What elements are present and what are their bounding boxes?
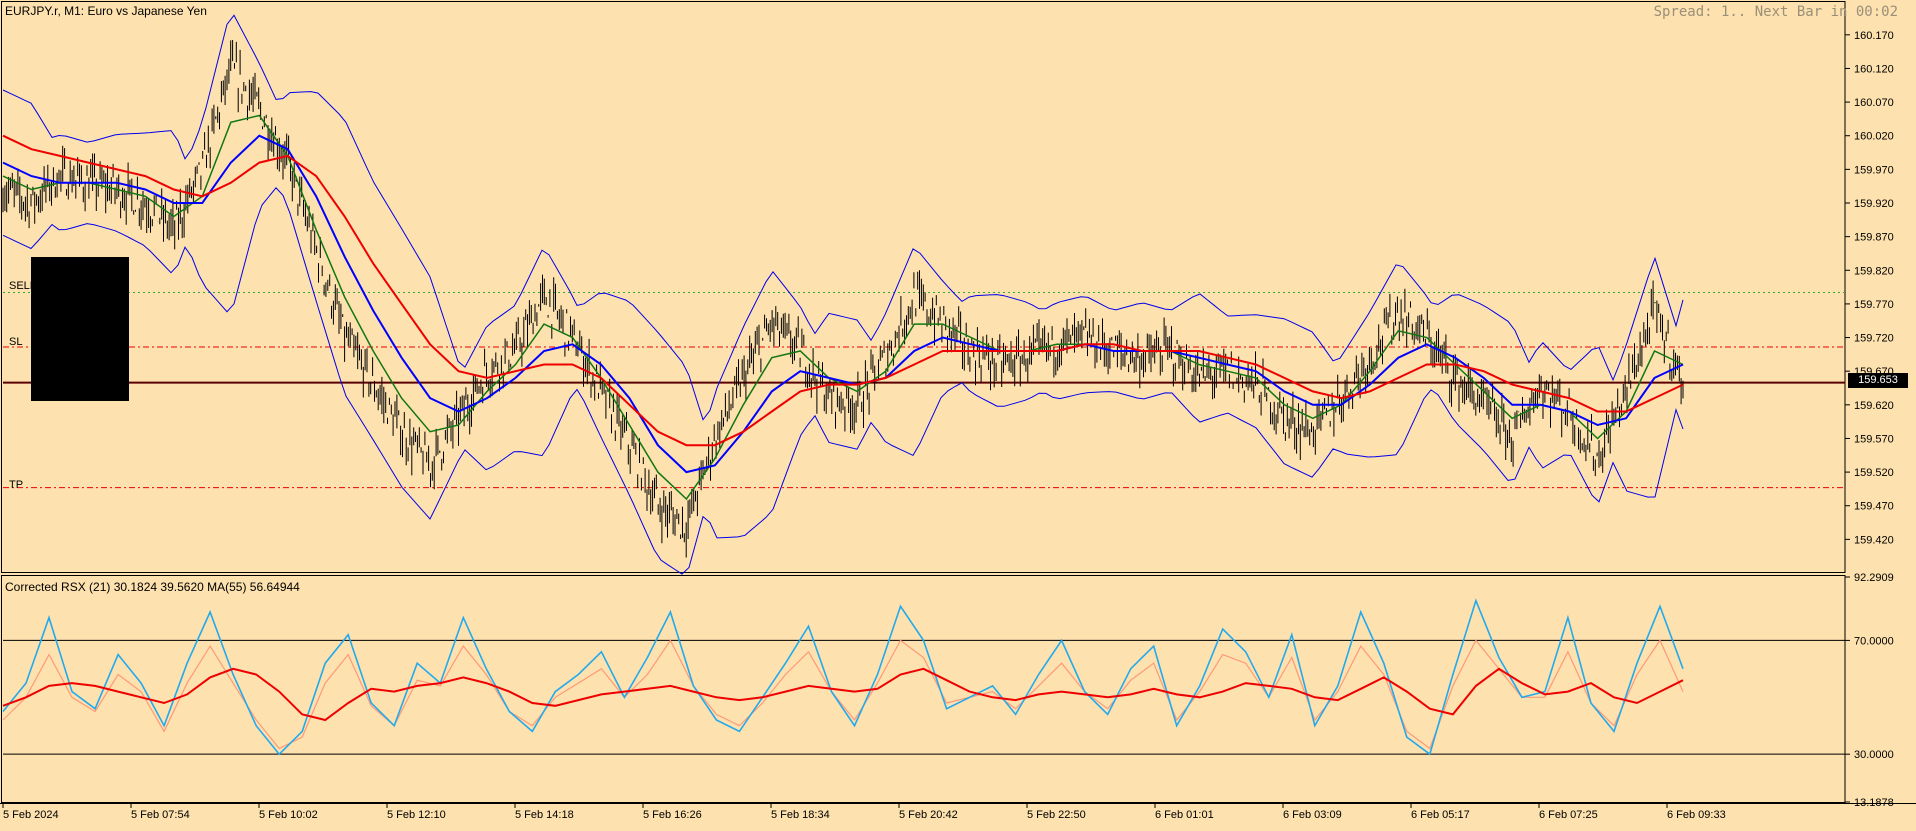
time-tick-label: 6 Feb 09:33 (1667, 809, 1726, 821)
time-tick-label: 6 Feb 07:25 (1539, 809, 1598, 821)
time-tick-label: 5 Feb 07:54 (131, 809, 190, 821)
price-tick-label: 160.120 (1854, 63, 1894, 75)
current-price-tag: 159.653 (1848, 373, 1908, 388)
rsx-signal-line (2, 639, 1684, 750)
price-tick-label: 159.720 (1854, 333, 1894, 345)
tp-level-label: TP (9, 479, 24, 491)
main-pane-frame (1, 1, 1846, 573)
time-tick-label: 5 Feb 10:02 (259, 809, 318, 821)
time-tick-label: 5 Feb 22:50 (1027, 809, 1086, 821)
price-tick-label: 159.570 (1854, 433, 1894, 445)
price-tick-label: 160.020 (1854, 131, 1894, 143)
time-tick-label: 5 Feb 16:26 (643, 809, 702, 821)
price-bars (2, 40, 1684, 558)
indicator-tick-label: 30.0000 (1854, 749, 1894, 761)
rsx-ma-line (2, 667, 1684, 722)
trade-panel-box (31, 257, 129, 401)
sell-level-label: SELL (9, 280, 36, 292)
price-tick-label: 159.470 (1854, 501, 1894, 513)
price-tick-label: 159.820 (1854, 265, 1894, 277)
rsx-main-line (2, 598, 1684, 756)
time-tick-label: 5 Feb 12:10 (387, 809, 446, 821)
time-tick-label: 5 Feb 18:34 (771, 809, 830, 821)
ma-fast-line (2, 114, 1684, 501)
indicator-tick-label: 70.0000 (1854, 635, 1894, 647)
time-tick-label: 5 Feb 2024 (3, 809, 59, 821)
time-tick-label: 5 Feb 14:18 (515, 809, 574, 821)
sl-level-label: SL (9, 336, 23, 348)
price-tick-label: 159.770 (1854, 299, 1894, 311)
price-tick-label: 160.170 (1854, 30, 1894, 42)
time-tick-label: 6 Feb 01:01 (1155, 809, 1214, 821)
indicator-title: Corrected RSX (21) 30.1824 39.5620 MA(55… (5, 580, 300, 594)
bollinger-upper-line (2, 14, 1684, 421)
price-tick-label: 159.920 (1854, 198, 1894, 210)
price-tick-label: 160.070 (1854, 97, 1894, 109)
ma-mid-line (2, 134, 1684, 474)
time-tick-label: 5 Feb 20:42 (899, 809, 958, 821)
spread-info: Spread: 1.. Next Bar in 00:02 (1653, 4, 1898, 20)
price-tick-label: 159.970 (1854, 164, 1894, 176)
bollinger-lower-line (2, 187, 1684, 575)
price-tick-label: 159.870 (1854, 232, 1894, 244)
indicator-tick-label: 92.2909 (1854, 572, 1894, 584)
price-tick-label: 159.420 (1854, 534, 1894, 546)
ma-slow-line (2, 134, 1684, 447)
indicator-tick-label: 13.1878 (1854, 797, 1894, 809)
symbol-title: EURJPY.r, M1: Euro vs Japanese Yen (5, 4, 207, 18)
time-tick-label: 6 Feb 05:17 (1411, 809, 1470, 821)
indicator-pane-frame (1, 575, 1846, 803)
price-tick-label: 159.520 (1854, 467, 1894, 479)
price-tick-label: 159.620 (1854, 400, 1894, 412)
time-tick-label: 6 Feb 03:09 (1283, 809, 1342, 821)
